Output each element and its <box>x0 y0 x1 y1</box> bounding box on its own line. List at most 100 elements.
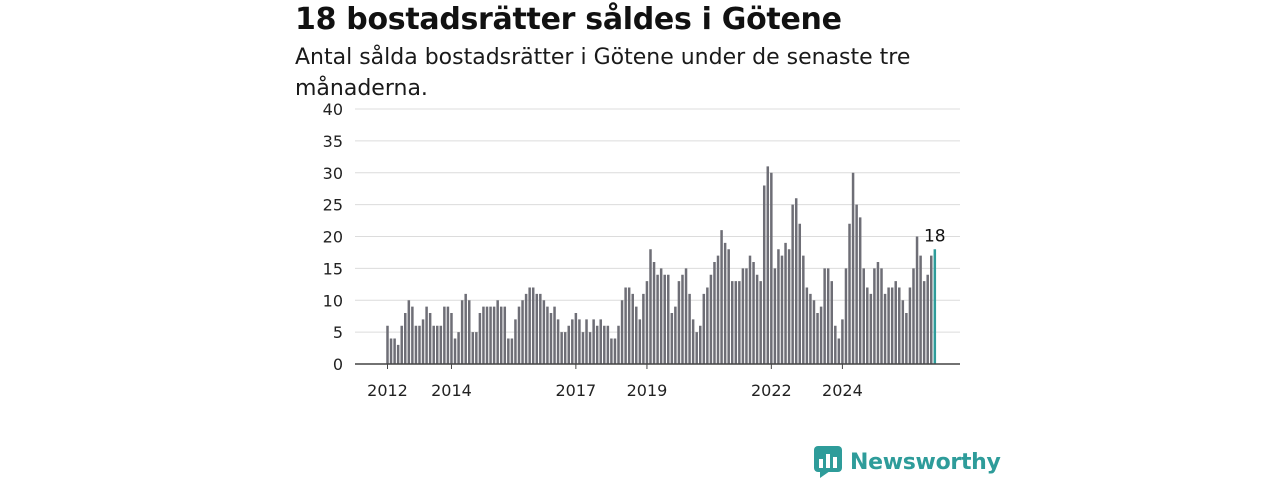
bar <box>777 249 780 364</box>
bar <box>691 319 695 364</box>
bar <box>578 319 581 364</box>
bar <box>499 306 503 364</box>
brand-logo: Newsworthy <box>814 446 1001 478</box>
bar <box>574 313 578 364</box>
bar <box>802 255 805 364</box>
bar <box>571 319 574 364</box>
y-tick-label: 5 <box>333 323 343 342</box>
bar <box>595 325 599 364</box>
bar <box>624 287 627 364</box>
bar <box>702 293 706 364</box>
bar <box>727 249 730 364</box>
bar <box>784 242 787 364</box>
bar <box>826 268 830 364</box>
bar <box>869 293 873 364</box>
bar <box>610 338 613 364</box>
bar <box>617 325 620 364</box>
bar <box>926 274 929 364</box>
bar <box>659 268 663 364</box>
bar <box>514 319 517 364</box>
bar <box>585 319 588 364</box>
bar <box>581 332 585 364</box>
bar <box>453 338 457 364</box>
bar <box>695 332 698 364</box>
bar <box>489 306 492 364</box>
bar <box>834 325 837 364</box>
x-tick-label: 2022 <box>751 381 792 400</box>
bar <box>908 287 912 364</box>
bar <box>858 217 862 364</box>
y-axis-labels: 0 5 10 15 20 25 30 35 40 <box>323 100 343 374</box>
bar <box>723 242 727 364</box>
bar <box>556 319 560 364</box>
y-tick-label: 10 <box>323 291 343 310</box>
bar <box>709 274 713 364</box>
y-tick-label: 25 <box>323 196 343 215</box>
bar <box>791 204 794 364</box>
bar <box>404 313 407 364</box>
bar <box>599 319 602 364</box>
bar <box>716 255 720 364</box>
y-tick-label: 35 <box>323 132 343 151</box>
bar <box>663 274 666 364</box>
bar <box>400 325 403 364</box>
bar <box>930 255 933 364</box>
bar <box>841 319 844 364</box>
bar <box>812 300 816 364</box>
bar <box>823 268 826 364</box>
bar <box>539 293 542 364</box>
bar <box>794 198 798 364</box>
bar <box>805 287 809 364</box>
bar <box>848 223 851 364</box>
bar <box>407 300 411 364</box>
bar <box>798 223 802 364</box>
x-tick-label: 2024 <box>822 381 863 400</box>
bar <box>670 313 674 364</box>
bar <box>745 268 748 364</box>
bar <box>674 306 677 364</box>
bar <box>699 325 702 364</box>
bar <box>652 262 656 364</box>
bar <box>766 166 770 364</box>
brand-name: Newsworthy <box>850 449 1001 475</box>
x-tick-label: 2012 <box>367 381 408 400</box>
bar <box>681 274 684 364</box>
bar <box>752 262 755 364</box>
bar <box>443 306 446 364</box>
bar <box>592 319 595 364</box>
bar <box>496 300 499 364</box>
bar <box>432 325 435 364</box>
bar <box>890 287 894 364</box>
bar <box>915 236 919 364</box>
x-tick-label: 2019 <box>627 381 668 400</box>
bar <box>919 255 922 364</box>
bar <box>905 313 908 364</box>
bar <box>713 262 716 364</box>
bar <box>645 281 649 364</box>
y-tick-label: 0 <box>333 355 343 374</box>
bar <box>851 172 855 364</box>
bar <box>460 300 464 364</box>
bar <box>901 300 905 364</box>
bar <box>428 313 432 364</box>
bar <box>684 268 688 364</box>
bar <box>475 332 478 364</box>
bar <box>411 306 414 364</box>
bar <box>748 255 752 364</box>
bar <box>471 332 475 364</box>
bar <box>567 325 571 364</box>
bar <box>436 325 439 364</box>
bar <box>688 293 691 364</box>
bar <box>478 313 482 364</box>
bar <box>485 306 489 364</box>
bar <box>667 274 670 364</box>
chart-title: 18 bostadsrätter såldes i Götene <box>295 2 842 37</box>
bar <box>386 325 389 364</box>
bar-chart-speech-bubble-icon <box>814 446 842 478</box>
bar <box>450 313 453 364</box>
bar <box>770 172 773 364</box>
bar <box>517 306 521 364</box>
bar <box>759 281 762 364</box>
bar <box>773 268 777 364</box>
highlighted-bar <box>933 249 937 364</box>
